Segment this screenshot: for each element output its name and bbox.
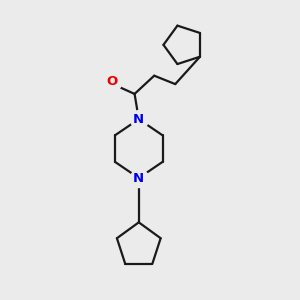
Text: N: N bbox=[133, 113, 144, 126]
Text: O: O bbox=[106, 75, 118, 88]
Text: N: N bbox=[133, 172, 144, 184]
